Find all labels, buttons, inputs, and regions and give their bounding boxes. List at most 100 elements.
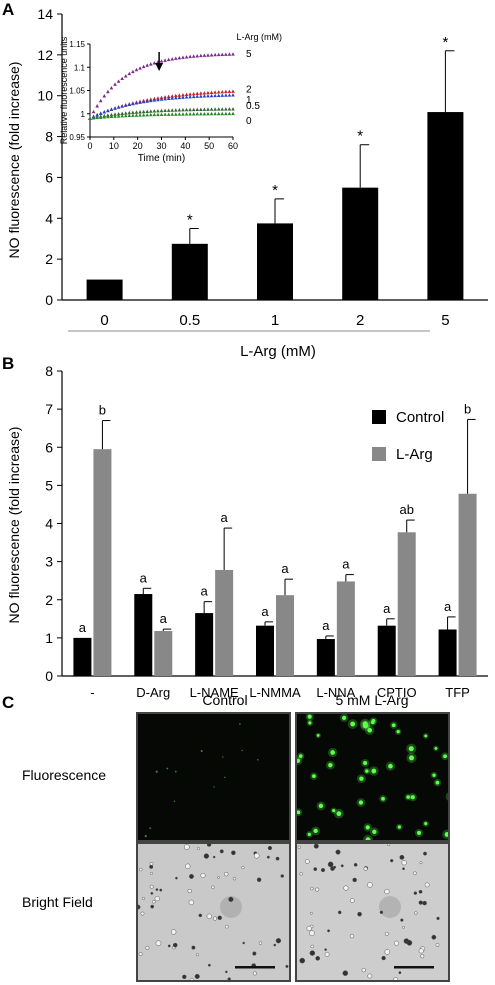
- panel-label-c: C: [2, 693, 15, 712]
- inset-x-tick-label: 60: [228, 141, 238, 151]
- a-y-tick-label: 10: [37, 88, 53, 104]
- inset-point: [202, 111, 207, 116]
- b-group-letter: a: [322, 618, 330, 633]
- inset-point: [177, 55, 182, 60]
- inset-y-tick-label: 1.15: [69, 40, 85, 49]
- b-bar-larg: [93, 449, 112, 676]
- col-label-control: Control: [202, 692, 248, 708]
- b-y-tick-label: 1: [45, 630, 53, 646]
- inset-point: [227, 111, 232, 116]
- inset-point: [152, 61, 157, 65]
- inset-y-axis-label: Relative fluorescence units: [59, 36, 69, 144]
- inset-point: [209, 93, 214, 98]
- a-x-tick-label: 1: [271, 312, 279, 329]
- b-bar-larg: [458, 493, 477, 676]
- a-bar: [257, 223, 293, 300]
- inset-point: [116, 79, 121, 83]
- inset-arrow-head: [155, 63, 164, 71]
- inset-x-tick-label: 0: [87, 141, 92, 151]
- b-bar-control: [316, 639, 335, 676]
- inset-point: [141, 99, 146, 104]
- b-bar-control: [73, 637, 92, 676]
- inset-point: [134, 113, 139, 117]
- inset-point: [166, 112, 171, 116]
- inset-point: [209, 107, 214, 111]
- inset-point: [159, 112, 164, 116]
- inset-point: [177, 95, 182, 100]
- inset-point: [106, 114, 110, 119]
- inset-point: [213, 93, 217, 98]
- inset-x-tick-label: 40: [180, 141, 190, 151]
- inset-series-0: [88, 111, 235, 120]
- inset-point: [231, 52, 235, 56]
- inset-point: [174, 56, 178, 60]
- inset-point: [145, 109, 149, 113]
- inset-point: [152, 109, 157, 113]
- b-bar-control: [195, 613, 214, 676]
- inset-point: [231, 89, 235, 93]
- b-legend-swatch-larg: [372, 447, 386, 461]
- micrograph-brightfield-larg: [295, 842, 450, 982]
- b-bar-larg: [336, 581, 355, 676]
- inset-point: [152, 98, 157, 102]
- inset-point: [216, 52, 221, 57]
- inset-legend-title: L-Arg (mM): [237, 32, 283, 42]
- inset-point: [159, 59, 164, 63]
- b-x-tick-label: D-Arg: [136, 685, 170, 700]
- b-group-letter: a: [383, 601, 391, 616]
- b-bar-control: [256, 625, 274, 676]
- micrograph-fluorescence-control: [136, 712, 291, 842]
- inset-point: [145, 99, 149, 103]
- b-group-letter: a: [201, 584, 209, 599]
- inset-point: [206, 111, 210, 116]
- inset-plot-area: [90, 44, 233, 137]
- b-legend-swatch-control: [372, 410, 386, 424]
- a-significance-star: *: [272, 182, 278, 199]
- b-x-tick-label: L-NNA: [316, 685, 355, 700]
- inset-point: [152, 112, 157, 117]
- inset-point: [102, 115, 107, 119]
- inset-point: [206, 93, 210, 98]
- inset-point: [156, 108, 160, 113]
- inset-point: [113, 112, 117, 116]
- inset-point: [188, 94, 192, 99]
- a-y-tick-label: 0: [45, 292, 53, 308]
- a-x-tick-label: 2: [356, 312, 364, 329]
- inset-point: [224, 89, 228, 94]
- inset-x-tick-label: 30: [156, 141, 166, 151]
- b-y-tick-label: 3: [45, 554, 53, 570]
- inset-point: [123, 111, 128, 115]
- inset-point: [123, 103, 128, 107]
- inset-point: [202, 107, 207, 111]
- inset-y-tick-label: 1.1: [74, 63, 86, 72]
- b-bar-control: [377, 625, 396, 676]
- inset-point: [109, 114, 114, 119]
- b-x-tick-label: TFP: [445, 685, 470, 700]
- b-y-tick-label: 5: [45, 477, 53, 493]
- inset-point: [181, 108, 185, 112]
- inset-point: [131, 110, 135, 114]
- inset-point: [113, 114, 117, 118]
- inset-point: [184, 107, 189, 112]
- inset-point: [227, 93, 232, 97]
- inset-point: [138, 110, 142, 114]
- b-y-tick-label: 7: [45, 401, 53, 417]
- inset-point: [202, 91, 207, 95]
- inset-point: [98, 98, 103, 103]
- inset-point: [109, 85, 114, 90]
- inset-point: [113, 106, 117, 110]
- inset-point: [127, 113, 132, 118]
- inset-point: [88, 116, 92, 120]
- inset-point: [106, 89, 110, 94]
- inset-point: [209, 111, 214, 116]
- inset-point: [98, 115, 103, 119]
- inset-point: [91, 109, 96, 114]
- inset-point: [166, 57, 171, 62]
- b-x-tick-label: -: [90, 685, 94, 700]
- b-group-letter: a: [140, 570, 148, 585]
- a-y-tick-label: 8: [45, 129, 53, 145]
- inset-point: [177, 93, 182, 97]
- a-y-tick-label: 2: [45, 251, 53, 267]
- inset-point: [195, 112, 200, 116]
